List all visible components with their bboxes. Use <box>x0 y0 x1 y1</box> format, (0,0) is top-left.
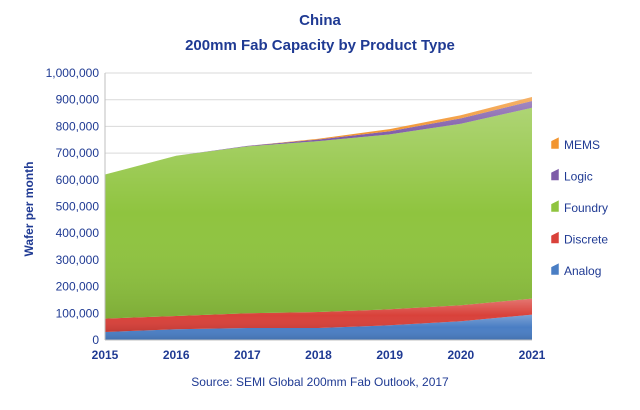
legend-label-logic: Logic <box>564 170 593 184</box>
x-tick-label: 2015 <box>92 348 119 362</box>
y-tick-label: 500,000 <box>56 200 100 214</box>
area-series-group <box>105 97 532 340</box>
x-tick-label: 2020 <box>447 348 474 362</box>
y-tick-label: 300,000 <box>56 253 100 267</box>
legend-label-discrete: Discrete <box>564 233 608 247</box>
x-tick-label: 2017 <box>234 348 261 362</box>
y-tick-label: 200,000 <box>56 280 100 294</box>
legend-label-mems: MEMS <box>564 138 600 152</box>
legend-swatch-discrete <box>550 231 560 244</box>
area-shading-foundry <box>105 107 532 319</box>
legend-swatch-foundry <box>550 199 560 213</box>
legend-swatch-analog <box>550 262 560 276</box>
area-shading-analog <box>105 314 532 340</box>
axes: 0 100,000 200,000 300,000 400,000 500,000 600,… <box>46 66 546 362</box>
x-tick-label: 2021 <box>519 348 546 362</box>
y-tick-label: 900,000 <box>56 93 100 107</box>
legend: MEMS Logic Foundry Discrete Analog <box>550 136 608 278</box>
y-tick-label: 1,000,000 <box>46 66 100 80</box>
x-tick-label: 2019 <box>376 348 403 362</box>
area-shading-discrete <box>105 298 532 332</box>
legend-swatch-mems <box>550 136 560 150</box>
x-tick-label: 2016 <box>163 348 190 362</box>
legend-label-analog: Analog <box>564 264 601 278</box>
y-axis-label: Wafer per month <box>22 162 36 257</box>
y-tick-label: 400,000 <box>56 226 100 240</box>
chart-title: China <box>299 12 341 29</box>
y-tick-label: 100,000 <box>56 306 100 320</box>
source-note: Source: SEMI Global 200mm Fab Outlook, 2… <box>191 375 449 389</box>
y-tick-label: 800,000 <box>56 119 100 133</box>
legend-label-foundry: Foundry <box>564 201 608 215</box>
x-tick-label: 2018 <box>305 348 332 362</box>
y-tick-label: 700,000 <box>56 146 100 160</box>
y-tick-label: 600,000 <box>56 173 100 187</box>
y-tick-label: 0 <box>92 333 99 347</box>
legend-swatch-logic <box>550 168 560 181</box>
chart-subtitle: 200mm Fab Capacity by Product Type <box>185 37 455 54</box>
